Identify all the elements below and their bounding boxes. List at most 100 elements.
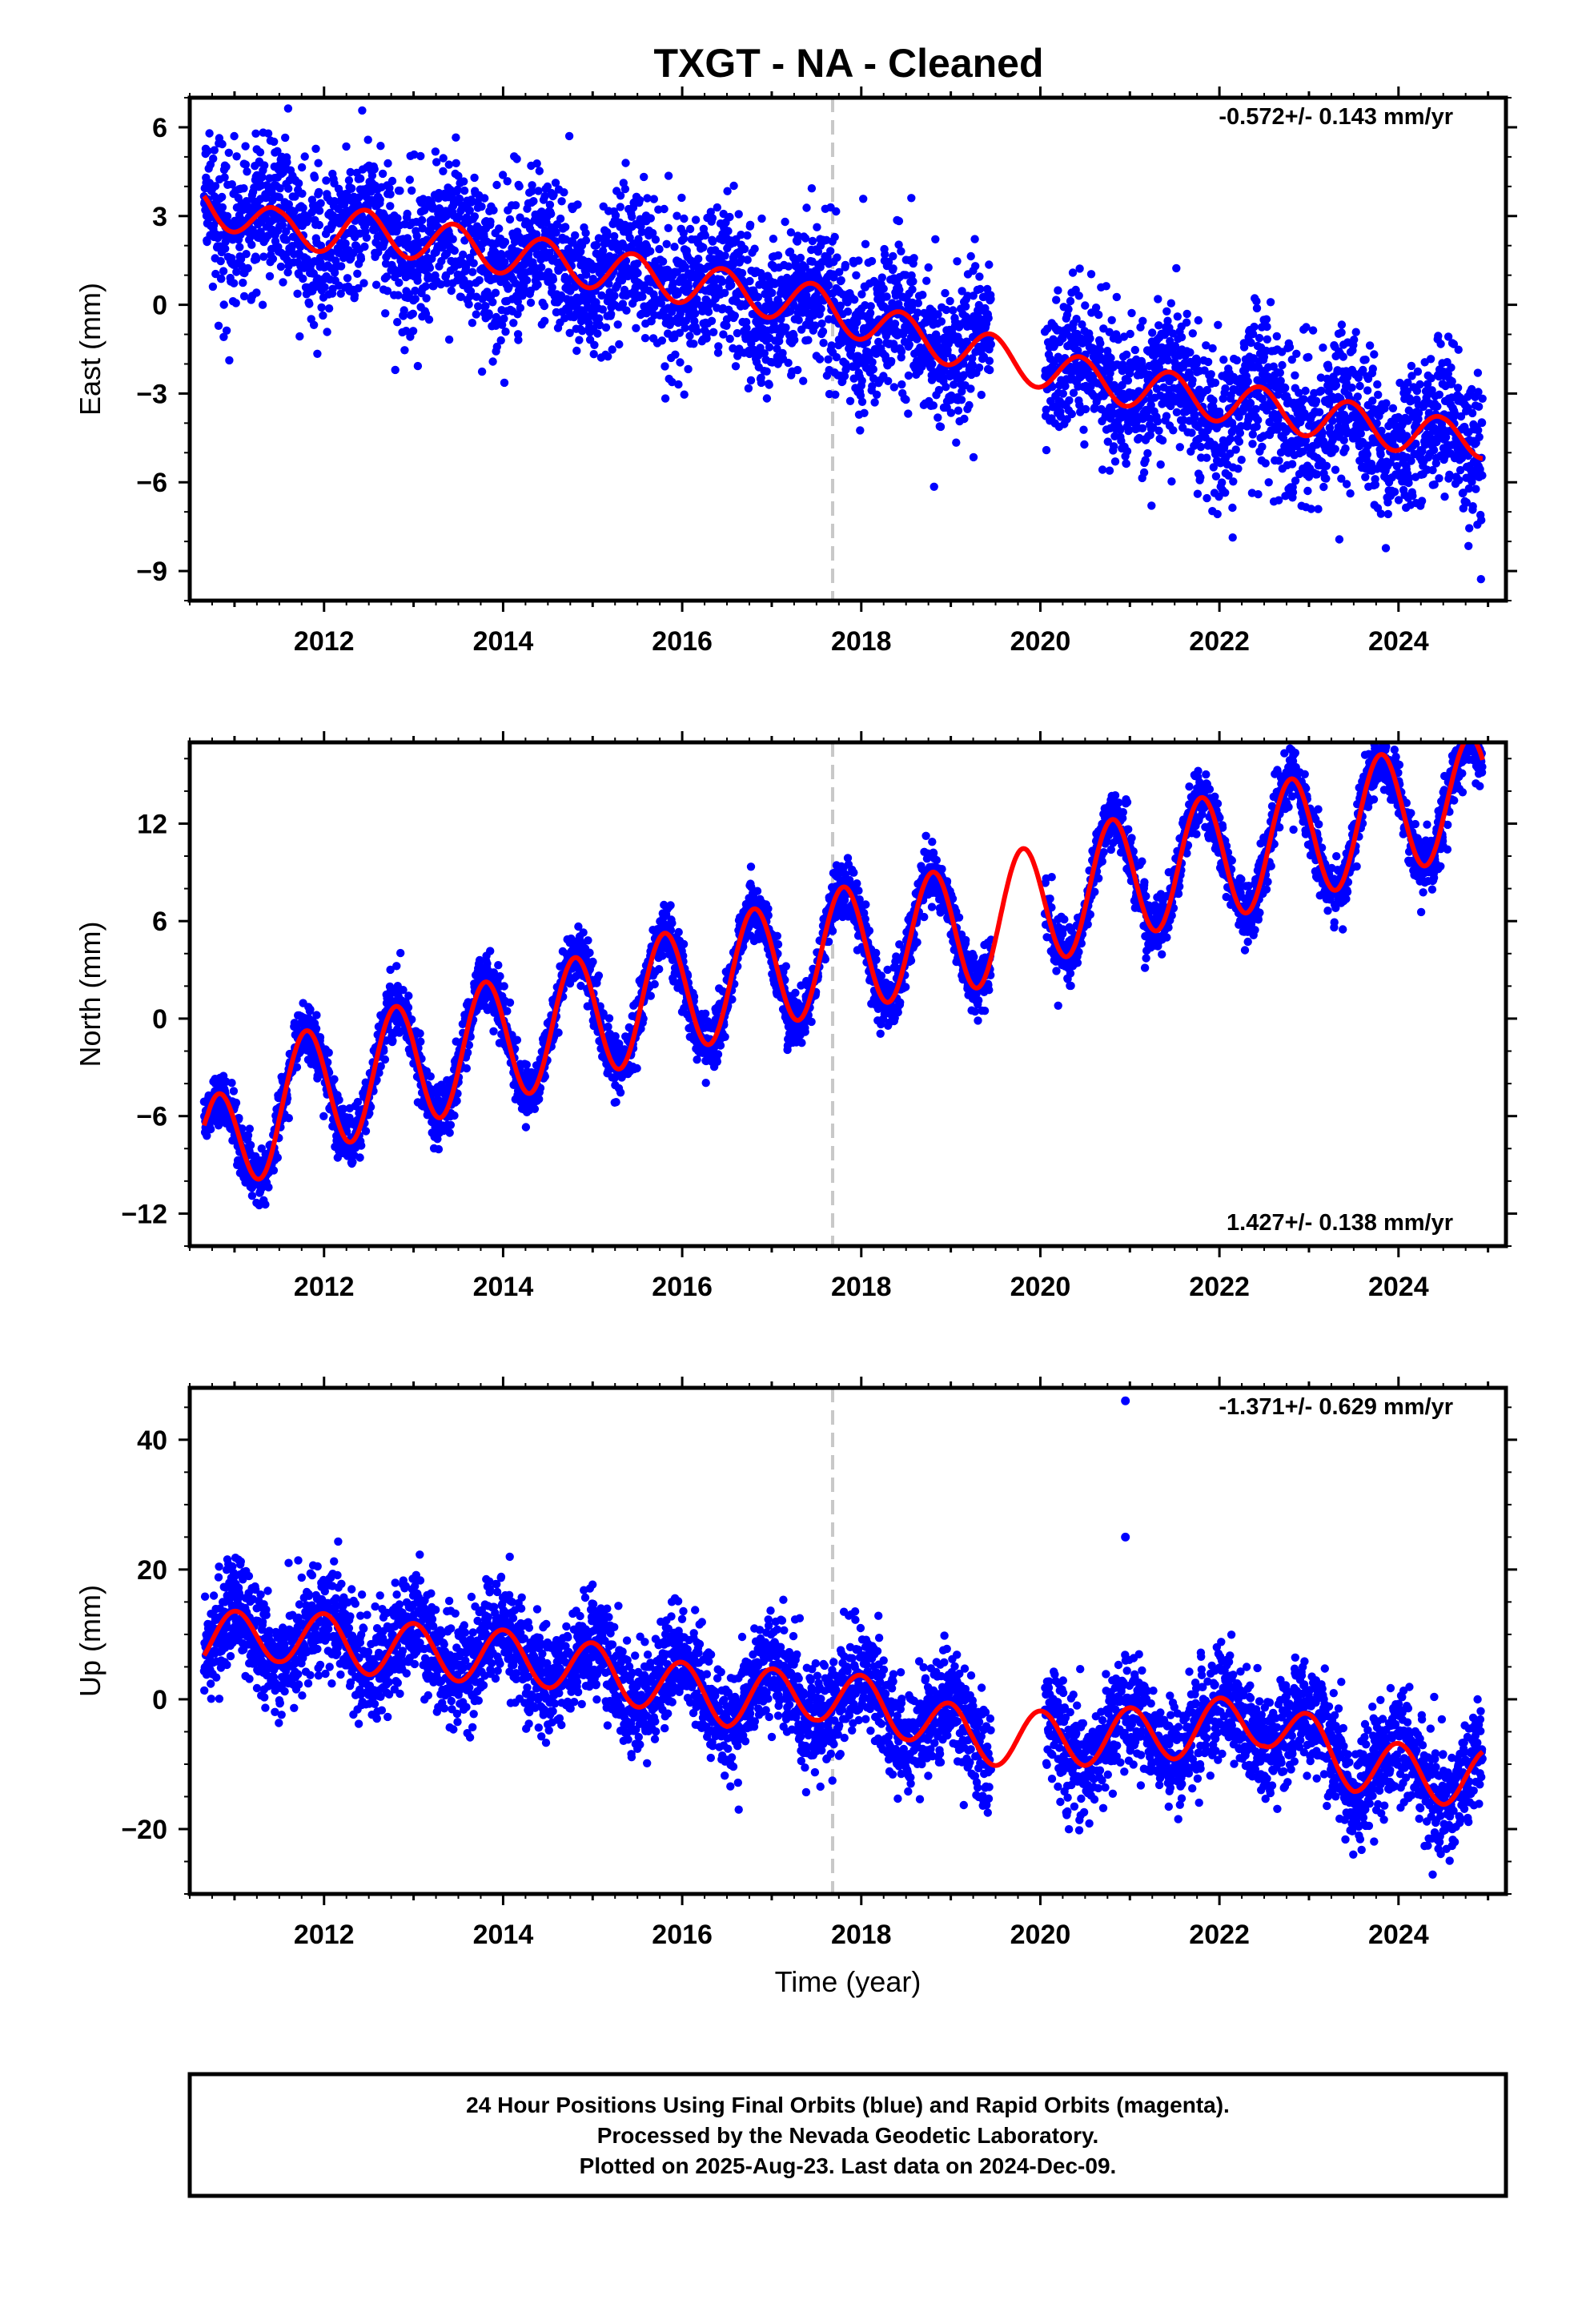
- data-point: [1254, 490, 1263, 499]
- y-axis-label: East (mm): [74, 283, 106, 416]
- data-point: [1365, 341, 1375, 350]
- data-point: [552, 228, 560, 237]
- data-point: [1363, 386, 1372, 395]
- data-point: [216, 256, 225, 266]
- data-point: [907, 194, 916, 203]
- data-point: [662, 239, 671, 248]
- data-point: [1258, 442, 1267, 452]
- data-point: [1186, 348, 1195, 357]
- data-point: [1215, 493, 1223, 501]
- data-point: [531, 264, 540, 273]
- data-point: [411, 286, 420, 296]
- data-point: [707, 316, 717, 325]
- data-point: [529, 197, 538, 206]
- data-point: [500, 238, 510, 247]
- data-point: [1158, 436, 1167, 445]
- data-point: [227, 1079, 236, 1088]
- data-point: [477, 202, 486, 211]
- data-point: [532, 230, 541, 239]
- data-point: [985, 356, 994, 365]
- data-point: [835, 267, 844, 276]
- data-point: [565, 328, 574, 337]
- data-point: [472, 310, 480, 319]
- data-point: [411, 295, 420, 304]
- data-point: [1474, 402, 1484, 411]
- data-point: [693, 295, 701, 304]
- data-point: [460, 186, 469, 195]
- data-point: [218, 192, 227, 202]
- data-point: [528, 181, 536, 190]
- data-point: [581, 236, 591, 245]
- data-point: [1407, 361, 1416, 371]
- data-point: [1235, 428, 1245, 437]
- data-point: [386, 190, 395, 199]
- data-point: [273, 147, 282, 155]
- data-point: [394, 291, 403, 300]
- data-point: [877, 273, 887, 282]
- data-point: [793, 231, 802, 240]
- data-point: [513, 310, 522, 319]
- data-point: [857, 376, 866, 385]
- data-point: [721, 251, 729, 260]
- data-point: [223, 211, 232, 221]
- data-point: [251, 129, 260, 138]
- data-point: [1453, 384, 1463, 392]
- data-point: [515, 182, 524, 191]
- data-point: [1203, 453, 1211, 462]
- data-point: [744, 384, 753, 393]
- data-point: [1168, 329, 1178, 338]
- data-point: [324, 304, 334, 313]
- data-point: [1068, 268, 1078, 277]
- data-point: [466, 287, 476, 296]
- data-point: [295, 332, 304, 341]
- data-point: [1272, 332, 1282, 341]
- data-point: [432, 158, 441, 167]
- data-point: [1230, 424, 1239, 433]
- data-point: [957, 396, 966, 404]
- data-point: [774, 297, 783, 306]
- data-point: [922, 276, 931, 285]
- data-point: [224, 148, 233, 157]
- data-point: [1213, 509, 1222, 519]
- data-point: [1328, 416, 1337, 425]
- data-point: [757, 214, 766, 223]
- data-point: [1156, 460, 1165, 469]
- data-point: [646, 247, 655, 255]
- data-point: [768, 288, 777, 297]
- data-point: [1138, 316, 1147, 325]
- data-point: [1219, 356, 1228, 364]
- data-point: [904, 409, 913, 418]
- data-point: [694, 255, 703, 263]
- data-point: [1339, 352, 1348, 361]
- data-point: [1301, 436, 1311, 445]
- data-point: [786, 228, 796, 237]
- data-point: [640, 334, 650, 343]
- y-tick-label: 0: [152, 291, 167, 321]
- data-point: [540, 191, 549, 201]
- data-point: [781, 323, 790, 332]
- data-point: [229, 1087, 239, 1096]
- data-point: [884, 376, 893, 385]
- plot-area-east: [199, 98, 1487, 601]
- data-point: [400, 346, 409, 355]
- data-point: [1191, 410, 1199, 419]
- data-point: [217, 275, 226, 283]
- data-point: [425, 263, 435, 272]
- data-point: [1226, 434, 1235, 444]
- data-point: [962, 338, 972, 347]
- data-point: [578, 327, 587, 336]
- data-point: [1308, 326, 1318, 335]
- data-point: [633, 268, 642, 278]
- data-point: [354, 283, 363, 293]
- data-point: [344, 176, 354, 185]
- data-point: [894, 216, 904, 226]
- data-point: [247, 1192, 257, 1200]
- data-point: [393, 318, 402, 327]
- data-point: [1454, 345, 1463, 354]
- data-point: [549, 191, 558, 199]
- data-point: [203, 147, 212, 155]
- fit-line-east: [202, 195, 1484, 461]
- data-point: [965, 400, 974, 410]
- data-point: [984, 314, 993, 323]
- data-point: [1427, 374, 1435, 383]
